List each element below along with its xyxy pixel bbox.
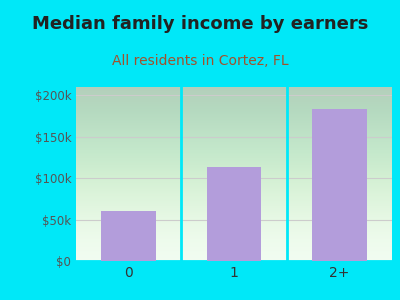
Bar xyxy=(312,110,367,261)
Text: Median family income by earners: Median family income by earners xyxy=(32,15,368,33)
Text: All residents in Cortez, FL: All residents in Cortez, FL xyxy=(112,54,288,68)
Bar xyxy=(207,167,261,261)
Bar xyxy=(101,211,156,261)
